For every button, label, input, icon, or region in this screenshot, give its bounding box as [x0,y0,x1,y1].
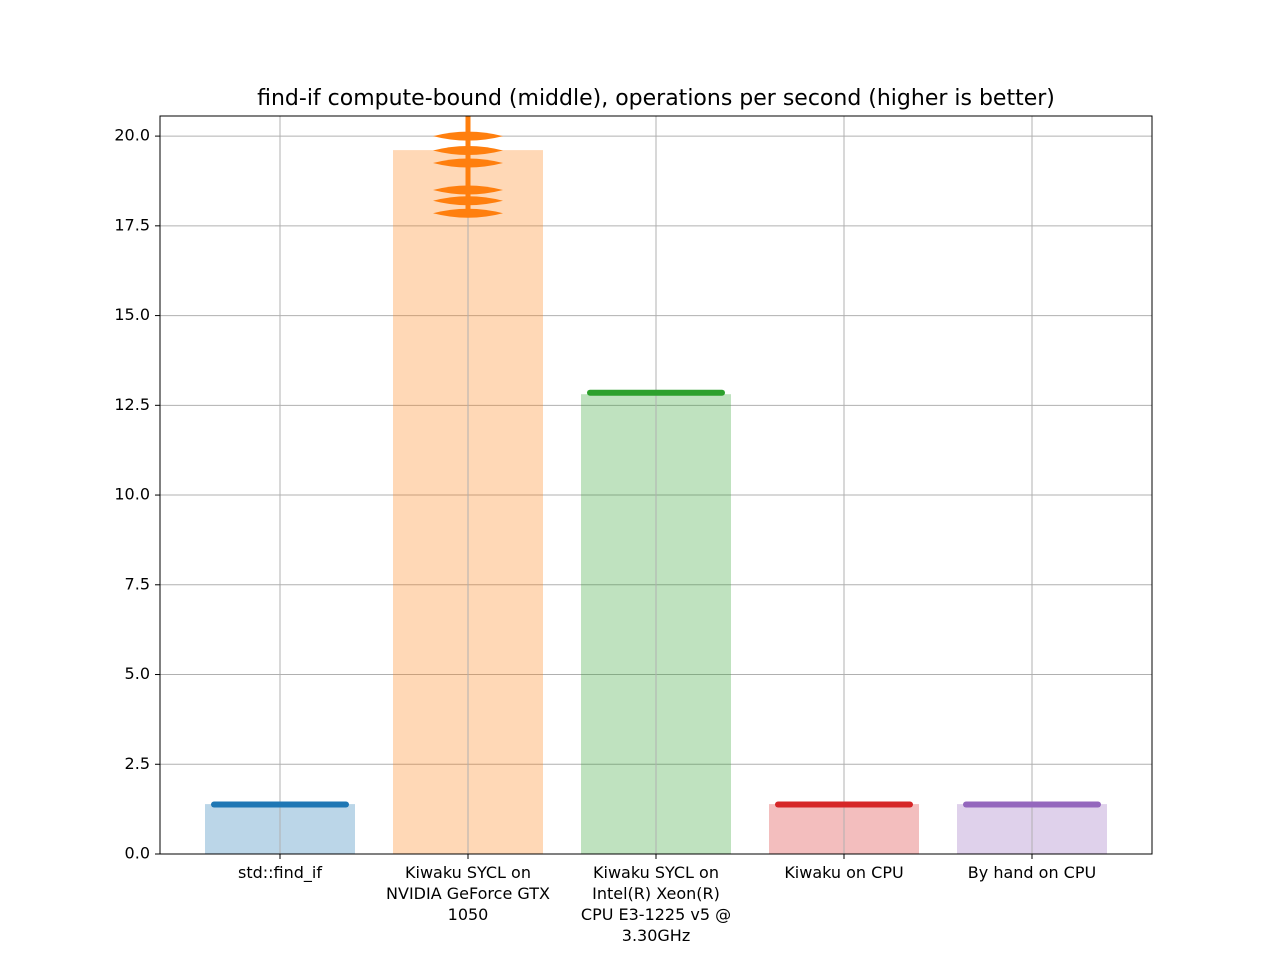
violin-lobe [433,196,503,206]
y-tick-label: 10.0 [114,485,150,504]
violin-lobe [433,145,503,155]
violin-lobe [433,158,503,168]
x-tick-label: Kiwaku SYCL on NVIDIA GeForce GTX 1050 [386,863,550,924]
y-tick-label: 15.0 [114,305,150,324]
chart-title: find-if compute-bound (middle), operatio… [257,86,1055,111]
y-tick-label: 7.5 [125,574,150,593]
y-tick-label: 0.0 [125,844,150,863]
y-tick-label: 20.0 [114,126,150,145]
violin-lobe [433,185,503,195]
x-tick-label: Kiwaku on CPU [784,863,904,882]
x-tick-label: std::find_if [238,863,322,882]
plot-area [160,116,1152,854]
violin-lobe [433,208,503,218]
x-tick-label: By hand on CPU [967,863,1097,882]
y-tick-label: 2.5 [125,754,150,773]
y-tick-label: 17.5 [114,215,150,234]
violin-lobe [433,131,503,141]
x-tick-label: Kiwaku SYCL on Intel(R) Xeon(R) CPU E3-1… [580,863,732,945]
y-tick-label: 12.5 [114,395,150,414]
y-tick-label: 5.0 [125,664,150,683]
